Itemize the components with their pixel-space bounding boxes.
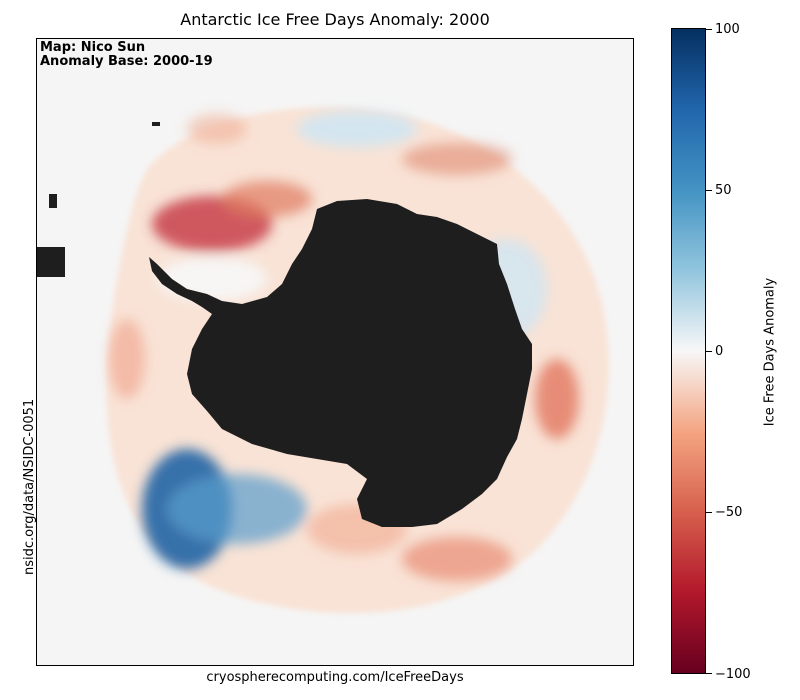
data-source-label: nsidc.org/data/NSIDC-0051 bbox=[22, 398, 37, 575]
colorbar-tick-label: 100 bbox=[715, 22, 740, 37]
map-credit: Map: Nico Sun Anomaly Base: 2000-19 bbox=[40, 41, 213, 69]
land-fragment bbox=[49, 194, 57, 208]
map-panel bbox=[36, 38, 634, 666]
colorbar-tick-label: −50 bbox=[715, 505, 743, 520]
colorbar-tick-label: 50 bbox=[715, 183, 732, 198]
land-fragment bbox=[152, 122, 160, 126]
colorbar-tick bbox=[706, 512, 712, 513]
colorbar-tick bbox=[706, 351, 712, 352]
colorbar-tick bbox=[706, 673, 712, 674]
colorbar-tick bbox=[706, 190, 712, 191]
colorbar-tick-label: −100 bbox=[715, 667, 751, 682]
colorbar bbox=[671, 28, 706, 674]
colorbar-label: Ice Free Days Anomaly bbox=[762, 277, 778, 427]
colorbar-tick-label: 0 bbox=[715, 344, 724, 359]
credit-anomaly-base: Anomaly Base: 2000-19 bbox=[40, 54, 213, 69]
antarctic-anomaly-map bbox=[37, 107, 609, 614]
website-label: cryospherecomputing.com/IceFreeDays bbox=[206, 670, 464, 685]
land-fragment bbox=[37, 247, 65, 277]
antarctica-landmass bbox=[149, 199, 532, 527]
colorbar-tick bbox=[706, 29, 712, 30]
map-title: Antarctic Ice Free Days Anomaly: 2000 bbox=[180, 10, 490, 29]
credit-author: Map: Nico Sun bbox=[40, 40, 146, 55]
